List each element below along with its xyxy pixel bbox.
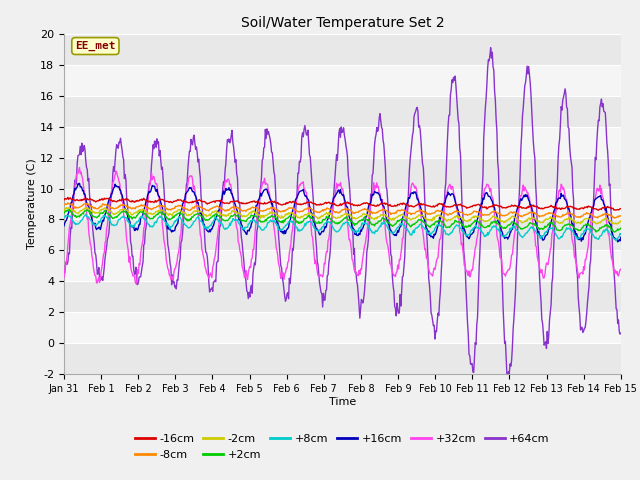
X-axis label: Time: Time: [329, 397, 356, 407]
Text: EE_met: EE_met: [75, 41, 116, 51]
Bar: [64, 281, 621, 312]
Bar: [64, 65, 621, 96]
Bar: [64, 96, 621, 127]
Y-axis label: Temperature (C): Temperature (C): [28, 158, 37, 250]
Bar: [64, 157, 621, 189]
Bar: [64, 189, 621, 219]
Legend: -16cm, -8cm, -2cm, +2cm, +8cm, +16cm, +32cm, +64cm: -16cm, -8cm, -2cm, +2cm, +8cm, +16cm, +3…: [131, 430, 554, 464]
Bar: [64, 219, 621, 251]
Bar: [64, 127, 621, 157]
Bar: [64, 343, 621, 374]
Title: Soil/Water Temperature Set 2: Soil/Water Temperature Set 2: [241, 16, 444, 30]
Bar: [64, 251, 621, 281]
Bar: [64, 312, 621, 343]
Bar: [64, 34, 621, 65]
